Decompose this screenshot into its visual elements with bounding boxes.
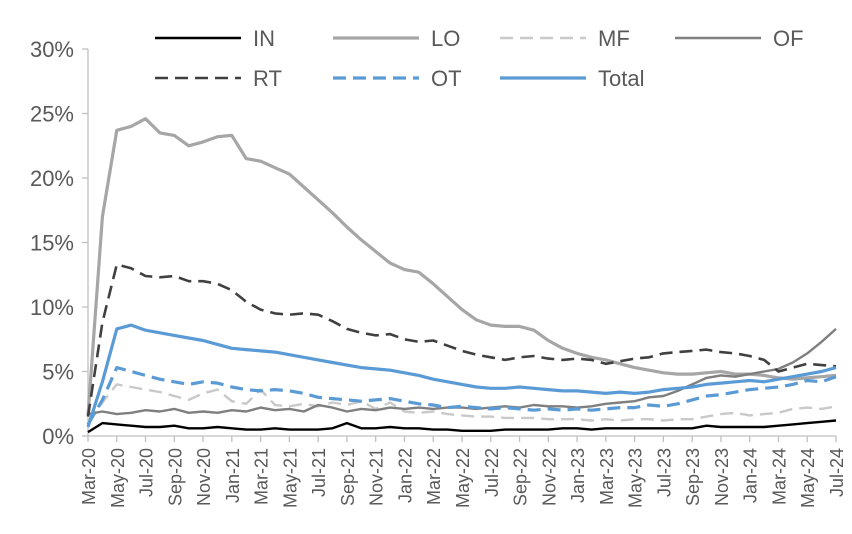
x-tick-label: Mar-24: [769, 448, 789, 505]
legend-item-LO: LO: [333, 26, 460, 51]
axis-lines: [87, 49, 836, 437]
x-tick-label: May-22: [453, 448, 473, 508]
series-line-IN: [87, 419, 837, 434]
y-tick-label: 25%: [30, 102, 74, 127]
legend-item-MF: MF: [500, 26, 630, 51]
x-tick-label: Jul-22: [482, 448, 502, 497]
x-tick-label: Sep-22: [511, 448, 531, 506]
x-tick-label: Sep-20: [165, 448, 185, 506]
x-tick-label: Jan-24: [741, 448, 761, 503]
x-tick-label: Sep-21: [338, 448, 358, 506]
legend-label-IN: IN: [253, 26, 275, 51]
series-line-RT: [86, 263, 837, 417]
series-line-Total: [86, 323, 837, 428]
legend-item-OF: OF: [675, 26, 804, 51]
legend-item-Total: Total: [500, 66, 644, 91]
legend-label-OT: OT: [431, 66, 462, 91]
x-tick-label: Jul-21: [309, 448, 329, 497]
legend-item-RT: RT: [155, 66, 282, 91]
legend-label-Total: Total: [598, 66, 644, 91]
y-tick-label: 20%: [30, 166, 74, 191]
series-line-LO: [86, 117, 837, 416]
x-tick-label: Jan-23: [568, 448, 588, 503]
y-tick-label: 0%: [42, 424, 74, 449]
legend-item-OT: OT: [333, 66, 462, 91]
legend-label-RT: RT: [253, 66, 282, 91]
legend-label-OF: OF: [773, 26, 804, 51]
legend-label-LO: LO: [431, 26, 460, 51]
series-line-MF: [87, 383, 837, 423]
y-tick-label: 10%: [30, 295, 74, 320]
x-tick-label: Nov-22: [539, 448, 559, 506]
x-tick-label: Jul-24: [827, 448, 847, 497]
x-tick-label: May-20: [108, 448, 128, 508]
x-tick-label: May-24: [798, 448, 818, 508]
x-tick-label: Mar-21: [252, 448, 272, 505]
x-tick-label: Mar-23: [597, 448, 617, 505]
x-tick-label: Nov-23: [712, 448, 732, 506]
x-tick-label: Nov-20: [194, 448, 214, 506]
series-line-OT: [86, 366, 837, 426]
x-tick-label: Jul-23: [654, 448, 674, 497]
x-tick-label: Nov-21: [367, 448, 387, 506]
x-tick-label: Mar-22: [424, 448, 444, 505]
y-tick-label: 30%: [30, 37, 74, 62]
x-tick-label: Jul-20: [137, 448, 157, 497]
x-tick-label: May-21: [280, 448, 300, 508]
x-tick-label: May-23: [626, 448, 646, 508]
series-line-OF: [87, 328, 837, 416]
x-tick-label: Mar-20: [79, 448, 99, 505]
x-tick-label: Jan-21: [223, 448, 243, 503]
y-tick-label: 5%: [42, 360, 74, 385]
legend-label-MF: MF: [598, 26, 630, 51]
legend-item-IN: IN: [155, 26, 275, 51]
x-tick-label: Sep-23: [683, 448, 703, 506]
y-tick-label: 15%: [30, 231, 74, 256]
x-tick-label: Jan-22: [395, 448, 415, 503]
